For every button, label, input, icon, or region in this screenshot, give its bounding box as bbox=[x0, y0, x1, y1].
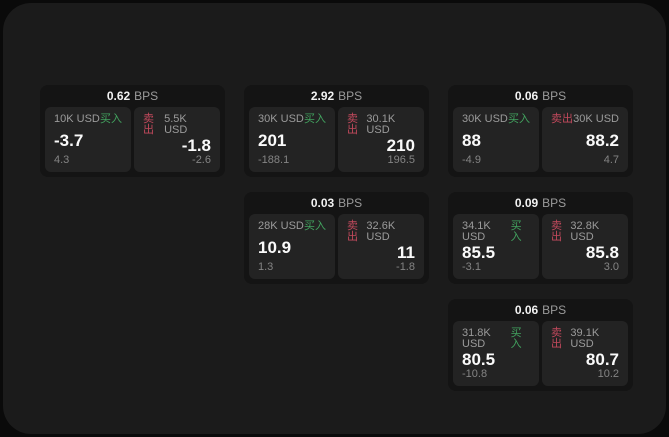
bps-value: 0.62 bbox=[106, 89, 131, 103]
sell-size: 30.1K USD bbox=[366, 113, 396, 136]
buy-change: 1.3 bbox=[258, 261, 274, 273]
sell-label: 卖出 bbox=[551, 113, 573, 125]
sell-label: 卖出 bbox=[347, 113, 358, 136]
buy-panel[interactable]: 28K USD 买入 10.9 1.3 bbox=[249, 214, 335, 279]
sell-price: 85.8 bbox=[585, 243, 619, 262]
bps-unit-label: BPS bbox=[338, 89, 363, 103]
sell-label: 卖出 bbox=[551, 327, 562, 350]
bps-unit-label: BPS bbox=[338, 196, 363, 210]
sell-panel[interactable]: 卖出 32.8K USD 85.8 3.0 bbox=[542, 214, 628, 279]
buy-label: 买入 bbox=[304, 220, 326, 232]
sell-price: 210 bbox=[386, 136, 415, 155]
buy-panel[interactable]: 30K USD 买入 201 -188.1 bbox=[249, 107, 335, 172]
sell-change: 196.5 bbox=[387, 154, 415, 166]
bps-value: 0.06 bbox=[514, 303, 539, 317]
buy-change: -4.9 bbox=[462, 154, 481, 166]
buy-price: -3.7 bbox=[54, 130, 84, 150]
sell-price: -1.8 bbox=[181, 136, 211, 155]
sell-size: 5.5K USD bbox=[164, 113, 188, 136]
buy-change: -188.1 bbox=[258, 154, 290, 166]
sell-size: 39.1K USD bbox=[570, 327, 600, 350]
bps-unit-label: BPS bbox=[542, 303, 567, 317]
buy-label: 买入 bbox=[100, 113, 122, 125]
buy-label: 买入 bbox=[508, 113, 530, 125]
buy-label: 买入 bbox=[510, 220, 522, 243]
sell-change: 4.7 bbox=[603, 154, 619, 166]
bps-header: 0.62 BPS bbox=[45, 85, 220, 107]
sell-panel[interactable]: 卖出 30.1K USD 210 196.5 bbox=[338, 107, 424, 172]
buy-change: 4.3 bbox=[54, 154, 70, 166]
buy-size: 34.1K USD bbox=[462, 220, 491, 243]
buy-size: 31.8K USD bbox=[462, 327, 491, 350]
buy-size: 10K USD bbox=[54, 113, 100, 125]
buy-change: -10.8 bbox=[462, 368, 488, 380]
sell-size: 32.8K USD bbox=[570, 220, 600, 243]
bps-unit-label: BPS bbox=[542, 89, 567, 103]
bps-value: 0.03 bbox=[310, 196, 335, 210]
bps-unit-label: BPS bbox=[134, 89, 159, 103]
quote-card-5: 0.06 BPS 31.8K USD 买入 80.5 -10.8 卖出 39.1… bbox=[448, 299, 633, 391]
bps-header: 0.09 BPS bbox=[453, 192, 628, 214]
quote-card-2: 0.06 BPS 30K USD 买入 88 -4.9 卖出 30K USD bbox=[448, 85, 633, 177]
buy-panel[interactable]: 30K USD 买入 88 -4.9 bbox=[453, 107, 539, 172]
buy-price: 80.5 bbox=[462, 350, 496, 369]
bps-value: 2.92 bbox=[310, 89, 335, 103]
buy-size: 30K USD bbox=[258, 113, 304, 125]
sell-price: 11 bbox=[397, 243, 415, 262]
quote-card-3: 0.03 BPS 28K USD 买入 10.9 1.3 卖出 32.6K US… bbox=[244, 192, 429, 284]
sell-change: -2.6 bbox=[192, 154, 211, 166]
sell-panel[interactable]: 卖出 32.6K USD 11 -1.8 bbox=[338, 214, 424, 279]
quote-card-0: 0.62 BPS 10K USD 买入 -3.7 4.3 卖出 5.5K USD bbox=[40, 85, 225, 177]
sell-panel[interactable]: 卖出 30K USD 88.2 4.7 bbox=[542, 107, 628, 172]
buy-label: 买入 bbox=[304, 113, 326, 125]
sell-size: 30K USD bbox=[573, 113, 619, 125]
sell-panel[interactable]: 卖出 39.1K USD 80.7 10.2 bbox=[542, 321, 628, 386]
sell-change: 10.2 bbox=[597, 368, 619, 380]
sell-label: 卖出 bbox=[551, 220, 562, 243]
bps-unit-label: BPS bbox=[542, 196, 567, 210]
sell-price: 88.2 bbox=[585, 130, 619, 150]
sell-panel[interactable]: 卖出 5.5K USD -1.8 -2.6 bbox=[134, 107, 220, 172]
sell-price: 80.7 bbox=[585, 350, 619, 369]
buy-price: 201 bbox=[258, 130, 287, 150]
buy-panel[interactable]: 34.1K USD 买入 85.5 -3.1 bbox=[453, 214, 539, 279]
buy-panel[interactable]: 10K USD 买入 -3.7 4.3 bbox=[45, 107, 131, 172]
bps-header: 0.06 BPS bbox=[453, 85, 628, 107]
buy-panel[interactable]: 31.8K USD 买入 80.5 -10.8 bbox=[453, 321, 539, 386]
buy-label: 买入 bbox=[510, 327, 522, 350]
sell-size: 32.6K USD bbox=[366, 220, 396, 243]
buy-change: -3.1 bbox=[462, 261, 481, 273]
sell-change: -1.8 bbox=[396, 261, 415, 273]
sell-label: 卖出 bbox=[143, 113, 154, 136]
buy-price: 88 bbox=[462, 130, 481, 150]
bps-header: 2.92 BPS bbox=[249, 85, 424, 107]
bps-header: 0.03 BPS bbox=[249, 192, 424, 214]
bps-header: 0.06 BPS bbox=[453, 299, 628, 321]
buy-size: 30K USD bbox=[462, 113, 508, 125]
buy-price: 10.9 bbox=[258, 237, 292, 257]
sell-change: 3.0 bbox=[603, 261, 619, 273]
bps-value: 0.06 bbox=[514, 89, 539, 103]
sell-label: 卖出 bbox=[347, 220, 358, 243]
quote-card-1: 2.92 BPS 30K USD 买入 201 -188.1 卖出 30.1K … bbox=[244, 85, 429, 177]
app-surface: 0.62 BPS 10K USD 买入 -3.7 4.3 卖出 5.5K USD bbox=[3, 3, 666, 434]
quote-card-4: 0.09 BPS 34.1K USD 买入 85.5 -3.1 卖出 32.8K… bbox=[448, 192, 633, 284]
bps-value: 0.09 bbox=[514, 196, 539, 210]
buy-size: 28K USD bbox=[258, 220, 304, 232]
buy-price: 85.5 bbox=[462, 243, 496, 262]
